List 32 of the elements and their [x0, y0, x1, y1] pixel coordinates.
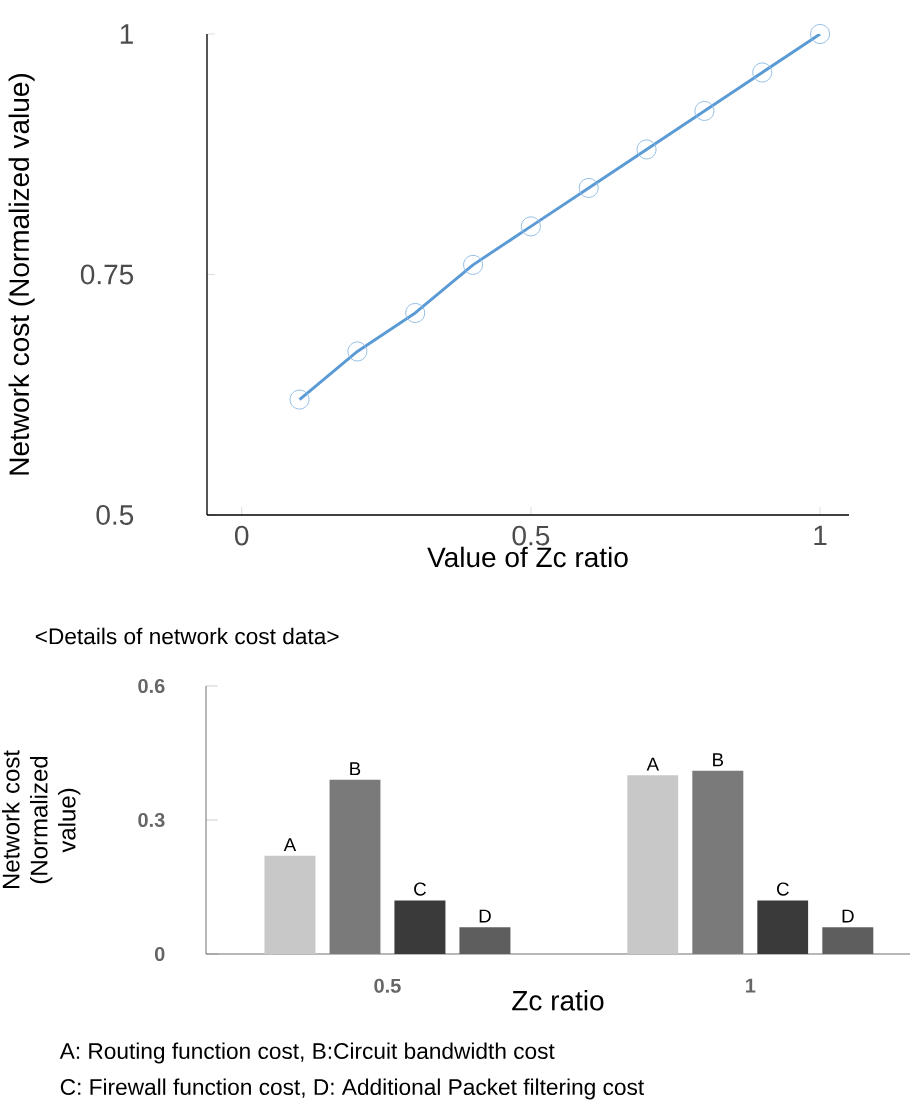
x-tick-label: 1 — [814, 525, 827, 545]
bar — [459, 927, 511, 954]
y-tick-label: 1 — [120, 24, 133, 44]
x-tick-label: 0.5 — [512, 525, 550, 546]
text: A: Routing function cost, B:Circuit bandwidth cost — [59, 1042, 555, 1064]
y-tick-label: 0.3 — [138, 812, 165, 828]
bar — [757, 900, 809, 954]
text: D — [842, 909, 854, 923]
bar — [822, 927, 874, 954]
series-label: D — [479, 909, 491, 923]
bar — [627, 775, 679, 954]
bar — [692, 770, 744, 954]
y-axis-title: Network cost (Normalized value) — [1, 750, 81, 889]
bar — [394, 900, 446, 954]
y-tick-label: 0 — [154, 946, 165, 962]
x-axis-title: Value of Zc ratio — [427, 546, 628, 568]
x-tick-label: 0 — [235, 525, 249, 546]
y-tick-label: 0.5 — [96, 505, 134, 525]
text: C: Firewall function cost, D: Additional Packet filtering cost — [60, 1078, 644, 1100]
chart-title: <Details of network cost data> — [35, 627, 339, 645]
bar — [329, 779, 381, 954]
series-label: C — [414, 882, 426, 896]
x-axis-title: Zc ratio — [512, 990, 604, 1011]
text: C — [777, 882, 789, 896]
y-tick-label: 0.75 — [80, 264, 134, 285]
series-label: B — [350, 762, 361, 776]
text: A — [646, 757, 660, 771]
y-tick-label: 0.6 — [138, 678, 165, 694]
series-label: A — [283, 838, 297, 852]
text: B — [713, 753, 724, 767]
bar — [264, 855, 316, 954]
y-axis-title: Network cost (Normalized value) — [8, 74, 35, 475]
